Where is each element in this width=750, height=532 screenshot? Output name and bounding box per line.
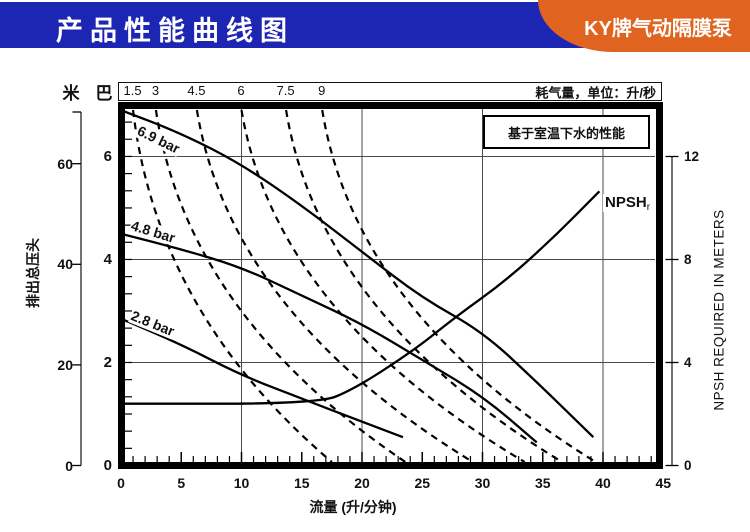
pressure-curve xyxy=(120,317,404,439)
flow-tick-label: 30 xyxy=(474,475,491,491)
performance-note-text: 基于室温下水的性能 xyxy=(507,125,625,141)
npsh-tick-label: 0 xyxy=(684,457,692,473)
brand-badge-label: KY牌气动隔膜泵 xyxy=(584,17,732,40)
flow-tick-label: 40 xyxy=(595,475,611,491)
meters-tick-label: 0 xyxy=(65,457,73,474)
left-axis-title: 排出总压头 xyxy=(25,238,41,308)
bar-tick-label: 4 xyxy=(103,250,112,268)
flow-tick-label: 45 xyxy=(655,475,672,491)
air-consumption-value: 7.5 xyxy=(276,83,295,98)
npsh-tick-label: 12 xyxy=(684,148,700,164)
bar-tick-label: 0 xyxy=(103,456,112,474)
pressure-curve xyxy=(120,109,595,438)
air-consumption-axis-strip: 耗气量，单位：升/秒 1.5 3 4.5 6 7.5 9 xyxy=(118,82,662,101)
x-axis-title: 流量 (升/分钟) xyxy=(309,499,397,515)
meters-tick-label: 20 xyxy=(57,356,73,373)
flow-tick-label: 5 xyxy=(177,475,186,491)
brand-badge: KY牌气动隔膜泵 xyxy=(538,0,750,52)
npsh-curve-label: NPSHr xyxy=(603,194,653,213)
page-title: 产品性能曲线图 xyxy=(56,16,294,46)
meters-unit-label: 米 xyxy=(62,84,80,103)
air-consumption-value: 3 xyxy=(151,83,160,98)
bar-unit-label: 巴 xyxy=(95,84,113,103)
flow-tick-label: 20 xyxy=(354,475,370,491)
air-consumption-value: 6 xyxy=(237,83,245,98)
air-consumption-value: 4.5 xyxy=(187,83,206,98)
air-consumption-value: 1.5 xyxy=(123,83,142,98)
bar-tick-label: 6 xyxy=(103,147,112,165)
flow-tick-label: 0 xyxy=(117,475,125,491)
flow-tick-label: 15 xyxy=(293,475,310,491)
npsh-tick-label: 4 xyxy=(684,354,692,370)
meters-tick-label: 40 xyxy=(57,256,73,273)
right-axis-title: NPSH REQUIRED IN METERS xyxy=(711,209,727,411)
flow-tick-label: 10 xyxy=(233,475,250,491)
pressure-curve xyxy=(120,232,538,444)
npsh-tick-label: 8 xyxy=(684,251,692,267)
flow-tick-label: 35 xyxy=(534,475,551,491)
meters-tick-label: 60 xyxy=(57,155,73,172)
air-consumption-value: 9 xyxy=(318,83,326,98)
npsh-curve xyxy=(121,190,601,405)
performance-note-box: 基于室温下水的性能 xyxy=(483,115,650,149)
air-consumption-axis-title: 耗气量，单位：升/秒 xyxy=(535,85,656,100)
flow-tick-label: 25 xyxy=(414,475,431,491)
bar-tick-label: 2 xyxy=(103,353,112,371)
